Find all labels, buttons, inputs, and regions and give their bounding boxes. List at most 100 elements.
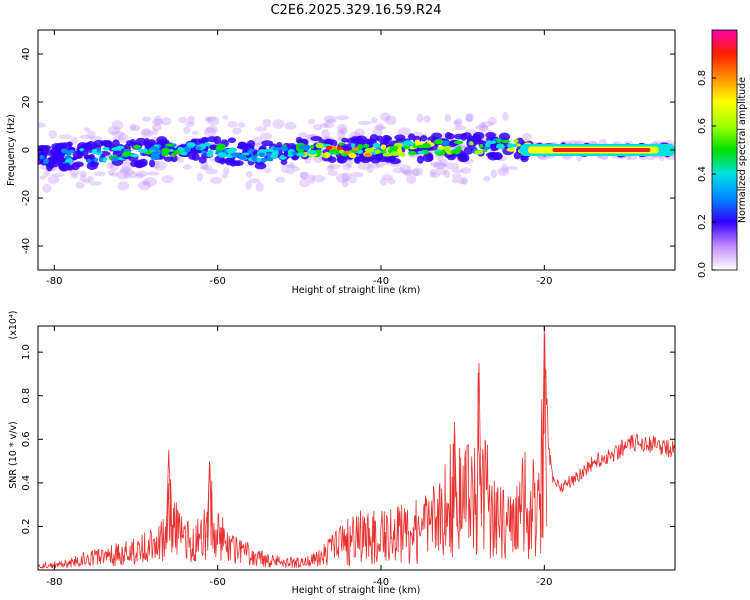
heatmap-cell (238, 155, 247, 160)
heatmap-cell (480, 121, 495, 127)
heatmap-cell (39, 154, 45, 160)
heatmap-cell (497, 167, 510, 176)
colorbar-label: Normalized spectral amplitude (737, 77, 748, 223)
heatmap-cell (399, 164, 412, 175)
colorbar-tick-label: 0.4 (697, 166, 708, 182)
heatmap-cell (90, 135, 102, 142)
snr-x-ticks: -80 -60 -40 -20 (46, 326, 553, 588)
x-tick-label: -80 (46, 577, 62, 588)
heatmap-cell (379, 112, 391, 122)
heatmap-cell (342, 163, 352, 171)
heatmap-cell (323, 121, 334, 129)
heatmap-cell (299, 171, 309, 179)
heatmap-cell (350, 171, 364, 178)
heatmap-cell (403, 145, 411, 150)
heatmap-cell (325, 145, 333, 150)
heatmap-cell (288, 162, 295, 169)
heatmap-cell (502, 111, 509, 121)
heatmap-cell (357, 143, 364, 150)
heatmap-cell (111, 130, 125, 137)
heatmap-cell (123, 172, 131, 179)
heatmap-cell (469, 141, 474, 146)
heatmap-cell (357, 161, 371, 171)
heatmap-cell (98, 156, 103, 163)
heatmap-cell (380, 177, 388, 186)
snr-series-line (38, 326, 675, 569)
snr-x-label: Height of straight line (km) (292, 585, 421, 596)
heatmap-cell (248, 178, 261, 184)
heatmap-cell (251, 155, 258, 162)
heatmap-cell (58, 162, 68, 171)
heatmap-cell (357, 150, 363, 155)
heatmap-cell (86, 161, 98, 170)
heatmap-cell (149, 159, 156, 168)
heatmap-cell (298, 132, 308, 138)
heatmap-cell (338, 127, 348, 135)
heatmap-cell (370, 162, 381, 169)
heatmap-cell (397, 127, 412, 136)
heatmap-cell (403, 170, 413, 177)
heatmap-cell (83, 154, 90, 160)
heatmap-cell (176, 157, 184, 164)
heatmap-cell (128, 171, 137, 179)
x-tick-label: -20 (536, 276, 552, 287)
snr-y-ticks: 0.2 0.4 0.6 0.8 1.0 (21, 344, 675, 534)
heatmap-cell (443, 169, 451, 179)
heatmap-cell (186, 142, 196, 148)
heatmap-cell (82, 179, 91, 184)
heatmap-cell (438, 159, 449, 167)
heatmap-cell (329, 149, 340, 154)
heatmap-cell (299, 171, 311, 180)
heatmap-cell (328, 156, 337, 163)
heatmap-cell (485, 142, 491, 148)
heatmap-cell (463, 146, 474, 155)
heatmap-cell (130, 124, 141, 132)
spectrogram-x-ticks: -80 -60 -40 -20 (46, 30, 553, 287)
heatmap-cell (237, 122, 246, 128)
heatmap-cell (258, 151, 265, 158)
heatmap-cell (38, 122, 46, 128)
heatmap-cell (263, 168, 272, 173)
heatmap-cell (199, 150, 207, 154)
heatmap-cell (173, 149, 181, 154)
heatmap-cell (364, 152, 372, 158)
heatmap-cell (355, 135, 368, 143)
heatmap-cell (141, 116, 152, 122)
heatmap-cell (492, 151, 503, 161)
spectrogram-panel: -80 -60 -40 -20 -40 -20 0 20 40 Height of strai… (6, 29, 676, 296)
colorbar-gradient (711, 29, 738, 271)
heatmap-cell (389, 146, 399, 151)
heatmap-cell (96, 148, 101, 154)
heatmap-cell (70, 173, 79, 179)
heatmap-cell (522, 132, 533, 141)
heatmap-cell (389, 158, 401, 165)
heatmap-cell (67, 158, 73, 164)
heatmap-cell (485, 131, 497, 139)
heatmap-cell (169, 148, 174, 152)
heatmap-cell (64, 155, 72, 159)
y-tick-label: 40 (21, 48, 32, 61)
heatmap-cell (490, 169, 498, 179)
heatmap-cell (406, 174, 417, 184)
heatmap-cell (252, 136, 264, 146)
heatmap-cell (93, 157, 99, 163)
heatmap-cell (89, 154, 95, 160)
y-tick-label: -20 (21, 190, 32, 206)
heatmap-cell (117, 145, 122, 152)
heatmap-cell (272, 146, 283, 151)
heatmap-cell (205, 168, 218, 175)
heatmap-cell (500, 139, 511, 144)
heatmap-cell (341, 178, 349, 188)
heatmap-cell (383, 136, 393, 142)
heatmap-cell (75, 181, 85, 189)
heatmap-cell (193, 150, 202, 154)
heatmap-cell (437, 146, 444, 150)
heatmap-cell (102, 147, 110, 151)
heatmap-cell (109, 172, 118, 177)
heatmap-cell (311, 174, 326, 183)
heatmap-cell (296, 152, 305, 157)
heatmap-cell (119, 169, 130, 174)
heatmap-cell (259, 132, 273, 140)
heatmap-cell (43, 170, 51, 177)
